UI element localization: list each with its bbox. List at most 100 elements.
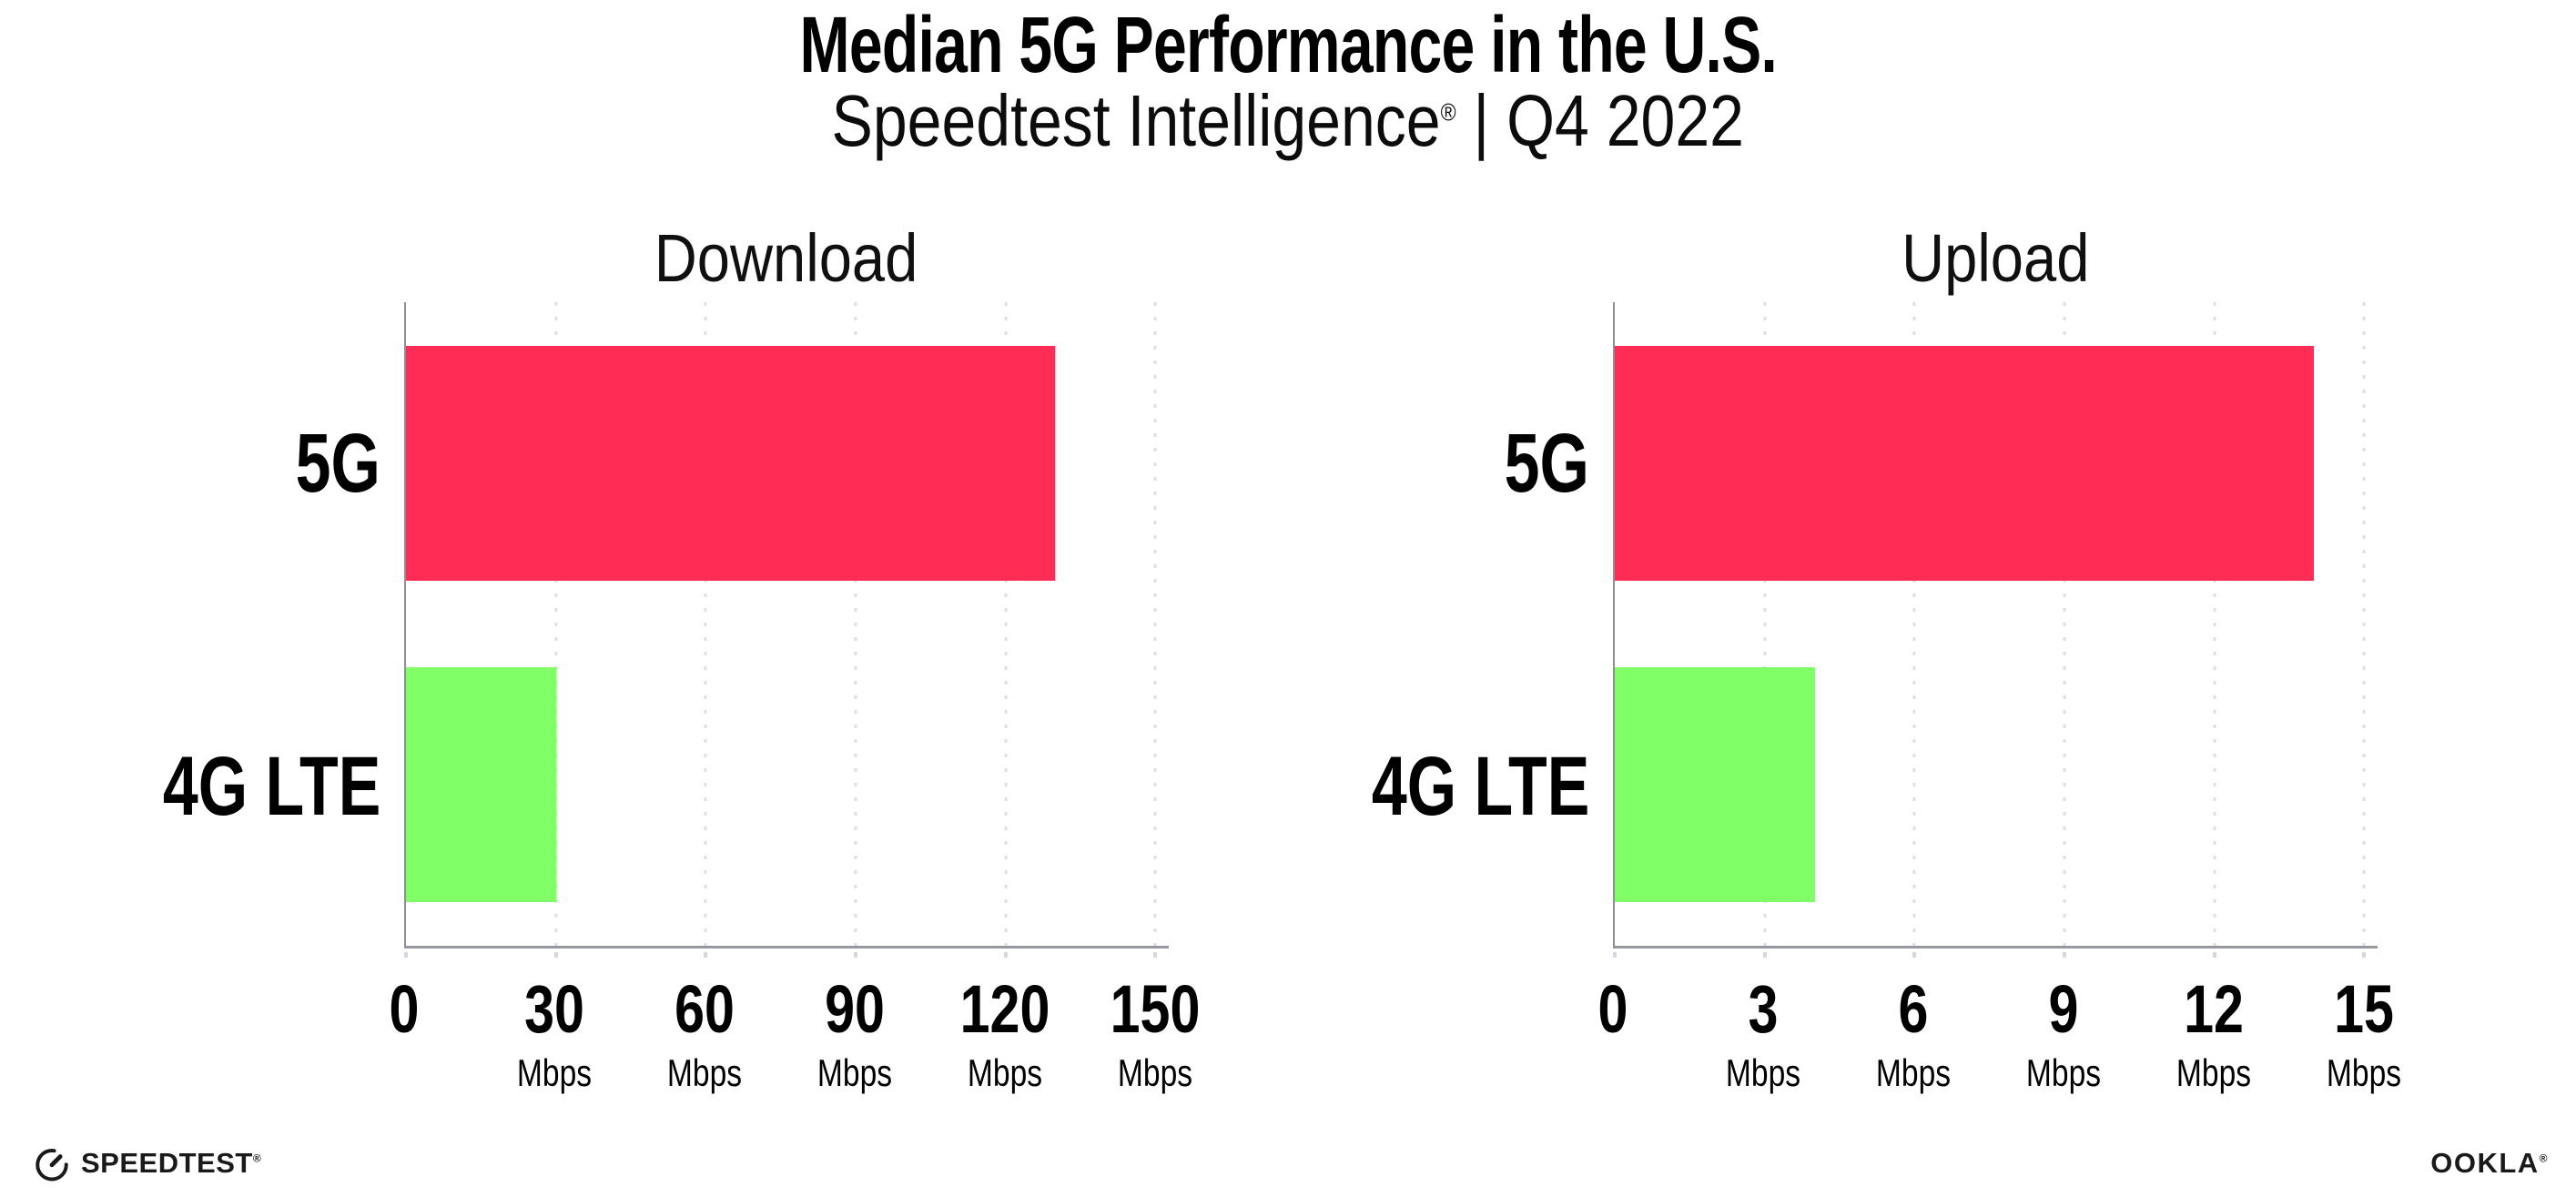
tick-value: 60	[674, 971, 735, 1047]
x-axis-tick-label-inner: 12 Mbps	[2176, 976, 2251, 1092]
x-axis-tick-label: 120 Mbps	[948, 976, 1060, 1092]
gridline	[2063, 302, 2066, 946]
category-row-5g: 5G	[1326, 302, 1613, 625]
tick-unit: Mbps	[2025, 1051, 2102, 1094]
category-row-4g-lte: 4G LTE	[117, 625, 404, 948]
speedtest-logo: SPEEDTEST®	[33, 1144, 261, 1182]
axis-tick-mark	[1003, 952, 1008, 958]
download-chart-title: Download	[404, 217, 1169, 302]
x-axis-tick-label: 12 Mbps	[2167, 976, 2261, 1092]
tick-value: 30	[524, 971, 584, 1047]
upload-chart-title-text: Upload	[1901, 220, 2090, 296]
subtitle-brand: Speedtest Intelligence	[831, 80, 1441, 162]
download-chart-title-text: Download	[654, 220, 918, 296]
bar-row-4g-lte	[406, 624, 1169, 947]
download-category-labels: 5G 4G LTE	[117, 302, 404, 948]
x-axis-tick-label: 30 Mbps	[508, 976, 602, 1092]
page-title: Median 5G Performance in the U.S.	[0, 1, 2576, 89]
bar-row-4g-lte	[1615, 624, 2378, 947]
axis-tick-mark	[1912, 952, 1917, 958]
category-row-4g-lte: 4G LTE	[1326, 625, 1613, 948]
category-row-5g: 5G	[117, 302, 404, 625]
gridline	[1763, 302, 1767, 946]
tick-unit: Mbps	[516, 1051, 593, 1094]
chart-subtitle: Speedtest Intelligence® | Q4 2022	[0, 81, 2576, 161]
ookla-wordmark-text: OOKLA	[2430, 1147, 2540, 1179]
speedtest-wordmark: SPEEDTEST®	[81, 1147, 261, 1180]
x-axis-tick-label: 0	[385, 976, 422, 1043]
x-axis-tick-label: 15 Mbps	[2317, 976, 2411, 1092]
tick-unit: Mbps	[1725, 1051, 1801, 1094]
gridline	[1004, 302, 1008, 946]
axis-tick-mark	[1613, 952, 1617, 958]
registered-mark-icon: ®	[1440, 97, 1456, 127]
axis-tick-mark	[2212, 952, 2216, 958]
category-label-5g: 5G	[1504, 417, 1590, 510]
x-axis-tick-label: 0	[1594, 976, 1631, 1043]
x-axis-tick-label-inner: 6 Mbps	[1876, 976, 1951, 1092]
gridline	[554, 302, 558, 946]
tick-unit: Mbps	[1875, 1051, 1952, 1094]
bar-5g	[406, 345, 1056, 581]
upload-chart: Upload 5G 4G LTE 0 3 Mbps 6 Mbps 9 Mbps 12 Mbps 15…	[1326, 217, 2402, 1103]
page-title-text: Median 5G Performance in the U.S.	[799, 1, 1777, 89]
gridline	[854, 302, 857, 946]
gridlines	[406, 302, 1169, 946]
x-axis-tick-label-inner: 30 Mbps	[517, 976, 592, 1092]
gridline	[1153, 302, 1157, 946]
chart-subtitle-text: Speedtest Intelligence® | Q4 2022	[832, 81, 1745, 161]
upload-plot-area	[1613, 302, 2378, 958]
x-axis-tick-label-inner: 60 Mbps	[667, 976, 742, 1092]
download-chart: Download 5G 4G LTE 0 30 Mbps 60 Mbps 90 Mbps 120…	[117, 217, 1201, 1103]
gridline	[2362, 302, 2366, 946]
x-axis-tick-label: 90 Mbps	[808, 976, 902, 1092]
tick-unit: Mbps	[1118, 1051, 1193, 1094]
tick-value: 120	[959, 971, 1050, 1047]
gridline	[2213, 302, 2216, 946]
tick-value: 0	[389, 971, 420, 1047]
axis-tick-mark	[404, 952, 408, 958]
tick-unit: Mbps	[968, 1051, 1043, 1094]
axis-tick-mark	[1153, 952, 1158, 958]
registered-mark-icon: ®	[2539, 1151, 2549, 1165]
upload-x-axis-ticks: 0 3 Mbps 6 Mbps 9 Mbps 12 Mbps 15 Mbps	[1598, 948, 2402, 1103]
axis-tick-mark	[1762, 952, 1767, 958]
x-axis-tick-label-inner: 0	[1598, 976, 1628, 1043]
upload-chart-title: Upload	[1613, 217, 2378, 302]
speedtest-gauge-icon	[35, 1149, 68, 1182]
bar-4g-lte	[406, 667, 556, 903]
tick-value: 15	[2334, 971, 2395, 1047]
upload-category-labels: 5G 4G LTE	[1326, 302, 1613, 948]
tick-value: 3	[1748, 971, 1779, 1047]
tick-unit: Mbps	[816, 1051, 893, 1094]
x-axis-tick-label-inner: 3 Mbps	[1726, 976, 1800, 1092]
x-axis-tick-label-inner: 150 Mbps	[1111, 976, 1201, 1092]
subtitle-period: | Q4 2022	[1455, 80, 1745, 162]
x-axis-tick-label-inner: 120 Mbps	[960, 976, 1050, 1092]
gridline	[1912, 302, 1916, 946]
tick-unit: Mbps	[2327, 1051, 2402, 1094]
x-axis-tick-label: 6 Mbps	[1867, 976, 1961, 1092]
footer: SPEEDTEST® OOKLA®	[33, 1144, 2549, 1182]
axis-tick-mark	[553, 952, 558, 958]
gridline	[704, 302, 707, 946]
download-x-axis-ticks: 0 30 Mbps 60 Mbps 90 Mbps 120 Mbps 150 Mbps	[390, 948, 1201, 1103]
x-axis-tick-label-inner: 90 Mbps	[817, 976, 892, 1092]
bar-row-5g	[406, 302, 1169, 624]
category-label-5g: 5G	[295, 417, 381, 510]
tick-value: 12	[2184, 971, 2245, 1047]
gridlines	[1615, 302, 2378, 946]
bar-5g	[1615, 345, 2315, 581]
axis-tick-mark	[704, 952, 708, 958]
x-axis-tick-label: 3 Mbps	[1717, 976, 1810, 1092]
x-axis-tick-label: 150 Mbps	[1099, 976, 1211, 1092]
registered-mark-icon: ®	[252, 1151, 262, 1165]
tick-unit: Mbps	[666, 1051, 743, 1094]
tick-value: 0	[1597, 971, 1628, 1047]
bar-4g-lte	[1615, 667, 1815, 903]
axis-tick-mark	[2362, 952, 2367, 958]
x-axis-tick-label: 60 Mbps	[658, 976, 752, 1092]
header: Median 5G Performance in the U.S. Speedt…	[0, 0, 2576, 161]
category-label-4g-lte: 4G LTE	[1371, 740, 1590, 833]
